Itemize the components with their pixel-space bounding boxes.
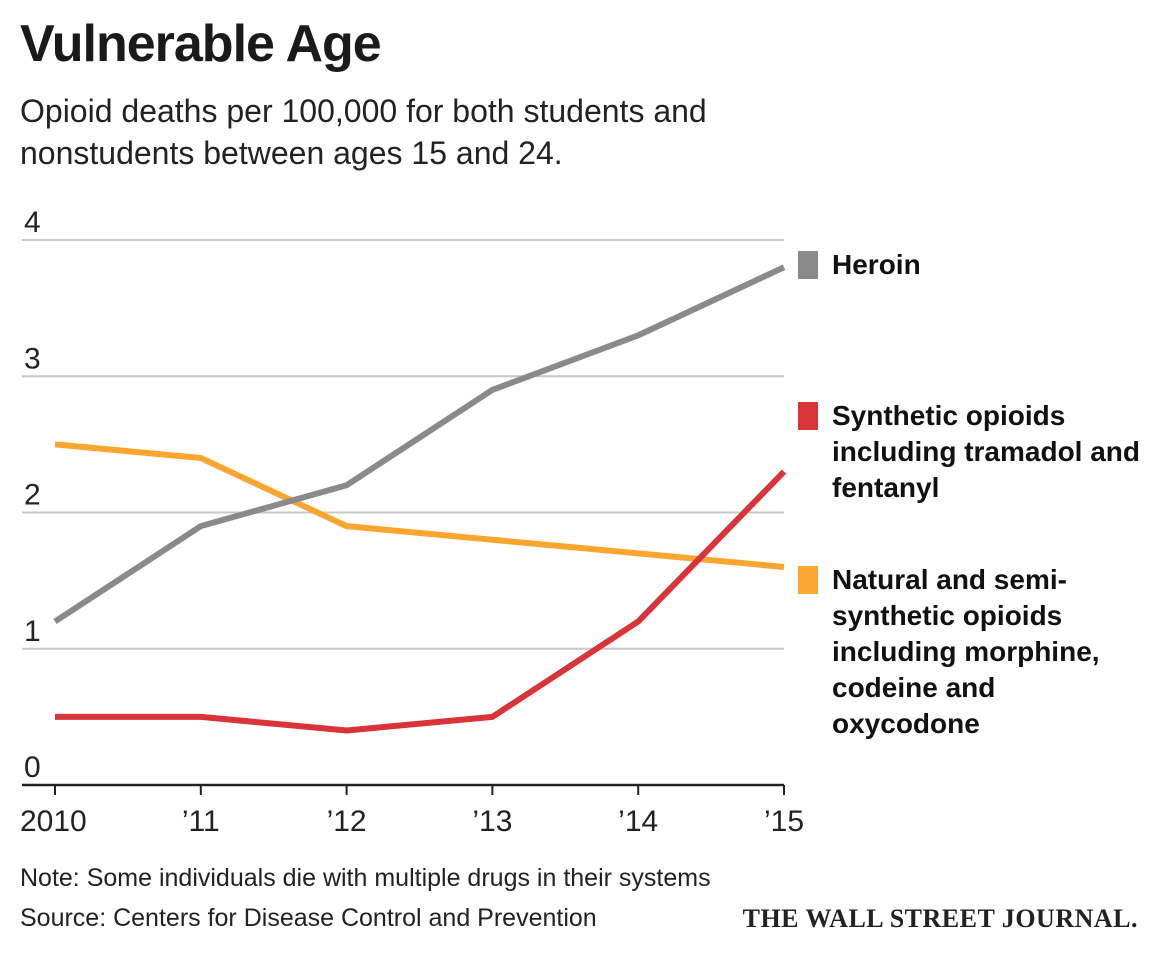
legend-swatch-natural-opioids [798,566,818,594]
legend-label-heroin: Heroin [832,249,921,281]
x-tick-label: ’12 [327,805,367,838]
x-tick-label: 2010 [20,805,87,838]
chart-subtitle: Opioid deaths per 100,000 for both stude… [20,93,707,171]
footnote: Note: Some individuals die with multiple… [20,864,711,892]
publisher-logo: THE WALL STREET JOURNAL. [742,904,1138,933]
x-tick-label: ’13 [472,805,512,838]
tick-labels: 0 1 2 3 4 2010 ’11 ’12 ’13 ’14 ’15 [20,206,804,838]
legend-label-natural-opioids: Natural and semi-synthetic opioids inclu… [832,564,1100,739]
series-lines [53,264,787,734]
series-line-2 [54,441,785,570]
y-tick-label: 1 [24,615,41,648]
y-tick-label: 4 [24,206,41,239]
legend-swatch-synthetic-opioids [798,402,818,430]
x-tick-label: ’14 [618,805,658,838]
y-tick-label: 2 [24,479,41,512]
series-line-1 [55,469,787,734]
x-tick-label: ’11 [182,805,220,838]
legend-label-synthetic-opioids: Synthetic opioids including tramadol and… [832,400,1141,503]
grid-lines [22,239,784,650]
y-tick-label: 0 [24,751,41,784]
legend-swatch-heroin [798,251,818,280]
axes [22,783,785,795]
x-tick-label: ’15 [764,805,804,838]
y-tick-label: 3 [24,342,41,375]
line-chart: 0 1 2 3 4 2010 ’11 ’12 ’13 ’14 ’15 [20,206,804,838]
chart-title: Vulnerable Age [20,15,382,73]
source-credit: Source: Centers for Disease Control and … [20,904,597,932]
series-line-0 [53,264,786,625]
